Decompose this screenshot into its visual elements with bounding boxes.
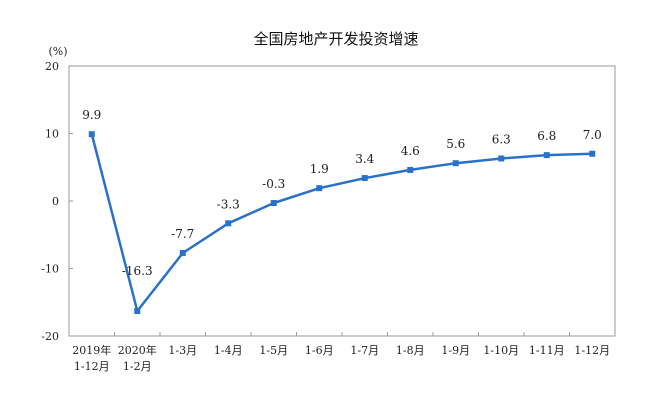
data-point bbox=[589, 150, 596, 157]
y-tick-label: -10 bbox=[41, 263, 59, 276]
data-point bbox=[88, 131, 95, 138]
x-tick-label: 1-7月 bbox=[350, 344, 379, 357]
data-point bbox=[134, 308, 141, 315]
x-tick-label: 1-3月 bbox=[168, 344, 197, 357]
x-tick-label: 1-8月 bbox=[396, 344, 425, 357]
data-point bbox=[407, 166, 414, 173]
axes: 20 10 0 -10 -20 2019年 1-12月 2020年 1-2月 1-3月 1-4月 1-… bbox=[41, 60, 616, 373]
data-label: -3.3 bbox=[217, 197, 240, 211]
data-label: 9.9 bbox=[82, 108, 101, 122]
y-tick-label: 10 bbox=[45, 128, 59, 141]
x-tick-label: 1-10月 bbox=[483, 344, 519, 357]
x-tick-label: 1-12月 bbox=[574, 344, 610, 357]
data-label: -7.7 bbox=[171, 227, 194, 241]
data-point bbox=[498, 155, 505, 162]
data-label: 3.4 bbox=[355, 152, 374, 166]
data-label: 6.8 bbox=[537, 129, 556, 143]
data-point bbox=[316, 185, 323, 192]
data-label: 4.6 bbox=[401, 144, 420, 158]
data-label: -0.3 bbox=[262, 177, 285, 191]
y-tick-label: 20 bbox=[45, 60, 59, 73]
data-point bbox=[452, 160, 459, 167]
y-tick-label: 0 bbox=[52, 195, 59, 208]
data-point bbox=[225, 220, 232, 227]
x-tick-label: 1-9月 bbox=[441, 344, 470, 357]
data-point bbox=[270, 200, 277, 207]
data-label: 1.9 bbox=[310, 162, 329, 176]
x-tick-label: 2020年 bbox=[118, 343, 157, 357]
y-axis-unit-label: (%) bbox=[48, 45, 67, 58]
x-tick-label: 1-11月 bbox=[529, 344, 565, 357]
data-point bbox=[543, 152, 550, 159]
data-point bbox=[361, 175, 368, 182]
data-label: 6.3 bbox=[492, 132, 511, 146]
data-label: 5.6 bbox=[446, 137, 465, 151]
data-label: 7.0 bbox=[583, 128, 602, 142]
chart-title: 全国房地产开发投资增速 bbox=[253, 30, 418, 48]
x-tick-label: 1-12月 bbox=[74, 360, 110, 373]
x-tick-label: 1-6月 bbox=[305, 344, 334, 357]
x-tick-label: 1-5月 bbox=[259, 344, 288, 357]
data-point bbox=[179, 249, 186, 256]
x-tick-label: 2019年 bbox=[72, 343, 111, 357]
x-tick-label: 1-2月 bbox=[123, 360, 152, 373]
series-line bbox=[90, 133, 593, 313]
y-tick-label: -20 bbox=[41, 330, 59, 343]
x-tick-label: 1-4月 bbox=[214, 344, 243, 357]
data-label: -16.3 bbox=[122, 264, 153, 278]
chart-marks: 9.9 -16.3 -7.7 -3.3 -0.3 1.9 3.4 4.6 5.6 6.3 6.8 7.… bbox=[82, 108, 602, 315]
